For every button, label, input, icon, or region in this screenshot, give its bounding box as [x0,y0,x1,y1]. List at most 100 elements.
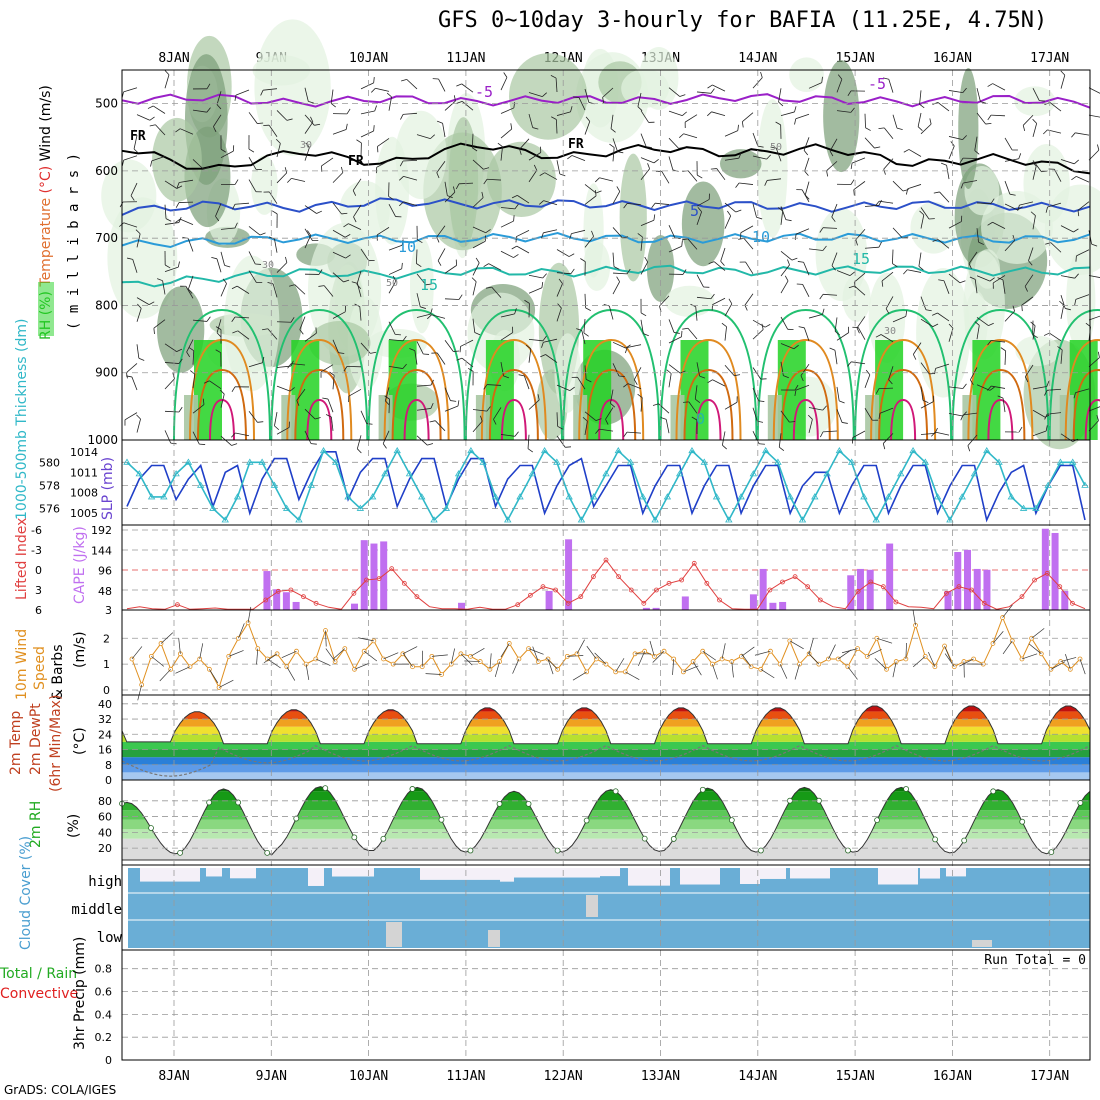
surface-wind-barb [905,642,907,659]
wind-barb [932,312,950,322]
wind-barb-flag [610,128,616,133]
wind-barb-shaft [724,157,739,161]
wind-barb-flag [164,264,171,269]
surface-wind-barb-shaft [470,648,485,657]
thickness-point [1032,504,1040,511]
cape-bar [769,602,777,610]
cape-bar [886,543,894,610]
wind-barb [416,379,434,387]
wind-barb-flag [559,173,566,177]
wind-barb [260,88,278,96]
wind-barb-flag [343,366,348,372]
wind-barb-flag [929,118,932,125]
wind-barb [780,343,799,350]
wind-barb-shaft [436,225,446,238]
cape-tick-label: 96 [98,565,112,578]
wind-barb-flag [399,160,404,167]
wind-barb [388,321,401,336]
wind-barb-shaft [1088,357,1100,368]
wind-barb [836,386,845,404]
wind-barb-flag [268,236,275,240]
wind-barb-flag [287,178,292,183]
wind-barb-shaft [179,218,194,225]
wind-barb [220,222,238,230]
pressure-tick-label: 700 [95,231,118,245]
wind-barb [696,274,710,288]
surface-wind-barb-shaft [256,648,259,665]
wind-barb [248,179,262,193]
surface-wind-barb [402,646,418,655]
wind-barb-shaft [802,284,810,297]
wind-barb [304,142,310,161]
wind-barb-shaft [304,235,312,249]
wind-barb-flag [353,216,357,223]
wind-barb-shaft [963,412,978,416]
top-day-label: 11JAN [446,51,485,66]
rh-region [1014,86,1056,117]
wind-barb [920,395,935,409]
thickness-point [590,493,598,500]
wind-barb [633,367,642,385]
wind-barb [500,326,514,341]
thickness-point [749,470,758,477]
wind-barb-shaft [864,408,873,421]
wind-barb-flag [595,428,600,434]
wind-barb-shaft [235,316,250,319]
thickness-point [368,493,377,500]
wind-barb [850,157,866,170]
cloud-level-label: middle [71,902,122,918]
wind-barb-flag [231,432,236,438]
isotherm-line [121,197,1091,216]
wind-barb [556,435,572,448]
rh-band [122,819,1090,830]
wind-barb-shaft [528,287,543,294]
rh-point [554,847,561,854]
thickness-point [675,470,684,477]
wind-barb-shaft [584,121,591,135]
contour-label: FR [130,129,146,144]
lifted-index-point [792,574,798,580]
surface-wind-barb [1065,653,1071,670]
surface-wind-barb [1079,658,1086,675]
high-cloud-gap [920,868,940,879]
wind-barb-shaft [220,251,225,266]
wind-barb-flag [784,275,789,282]
wind-barb-shaft [583,318,586,333]
wind-barb-shaft [804,181,810,196]
surface-wind-barb-shaft [1065,653,1071,670]
wind-barb [444,340,460,352]
wind-barb [938,279,950,294]
wind-barb [696,88,715,94]
thickness-point [688,446,696,454]
wind-barb-shaft [1032,386,1047,390]
wind-barb-flag [1074,299,1077,306]
wind-barb [804,157,810,176]
wind-barb-shaft [543,338,558,343]
wind-barb-flag [431,352,438,354]
wind-barb-flag [988,322,994,326]
wind-barb-flag [691,416,698,421]
wind-barb-flag [594,190,597,196]
wind-barb-shaft [808,313,823,319]
wind-barb [948,273,966,284]
thickness-point [147,493,156,500]
cape-bar [282,592,290,610]
wind-barb-shaft [780,316,789,330]
wind-barb-flag [585,379,592,383]
wind-barb-flag [401,78,407,82]
wind-barb-flag [376,234,378,241]
cape-axis-label: CAPE (J/kg) [72,526,88,604]
wind-barb-flag [483,384,488,390]
surface-wind-barb-shaft [494,661,500,678]
wind-barb [304,430,317,445]
wind-barb [668,137,685,149]
lifted-index-point [817,597,823,603]
wind-barb-flag [933,368,937,375]
wind-barb [976,317,994,326]
wind-barb-flag [259,232,266,236]
wind-barb [192,316,211,322]
wind-barb-shaft [500,332,513,341]
surface-wind-barb [1002,604,1013,618]
wind-barb-flag [289,387,295,392]
